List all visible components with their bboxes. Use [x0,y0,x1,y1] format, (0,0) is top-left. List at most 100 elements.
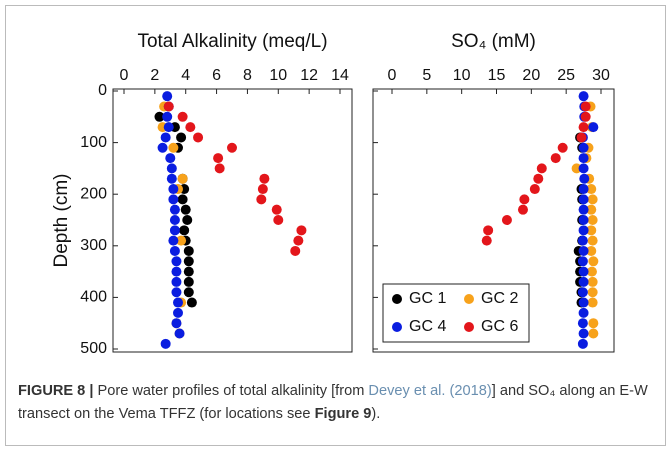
data-point [171,256,182,267]
data-point [177,111,188,122]
data-point [293,235,304,246]
data-point [580,111,591,122]
data-point [579,173,590,184]
data-point [577,338,588,349]
data-point [296,225,307,236]
caption-text: Pore water profiles of total alkalinity … [93,383,369,399]
data-point [259,173,270,184]
data-point [587,287,598,298]
y-tick-label: 0 [98,82,107,99]
data-point [578,194,589,205]
x-tick-label: 10 [453,67,471,84]
data-point [577,287,588,298]
chart-title: SO₄ (mM) [451,31,536,52]
data-point [173,297,183,308]
x-tick-label: 0 [388,67,397,84]
y-tick-label: 100 [80,134,107,151]
data-point [588,318,599,329]
data-point [588,328,599,339]
legend-label: GC 6 [481,318,518,335]
data-point [165,153,176,164]
data-point [586,225,597,236]
x-tick-label: 12 [300,67,318,84]
data-point [168,194,179,205]
data-point [166,163,177,174]
data-point [183,276,194,287]
data-point [162,91,173,102]
x-tick-label: 14 [331,67,349,84]
data-point [586,204,597,215]
data-point [529,184,540,195]
data-point [183,245,194,256]
legend-label: GC 1 [409,290,446,307]
data-point [587,276,598,287]
data-point [174,328,185,339]
frame [5,5,666,446]
caption-text: ] and SO₄ along an E-W transect on the V… [18,383,648,422]
x-tick-label: 6 [212,67,221,84]
data-point [580,101,591,112]
data-point [162,111,173,122]
data-point [588,256,599,267]
data-point [183,287,194,298]
chart-title: Total Alkalinity (meq/L) [137,31,327,52]
data-point [168,184,179,195]
data-point [586,266,597,277]
caption-link[interactable]: Devey et al. (2018) [368,383,492,399]
caption: FIGURE 8 | Pore water profiles of total … [18,380,648,426]
data-point [578,91,589,102]
data-point [176,235,187,246]
y-tick-label: 200 [80,185,107,202]
data-point [257,184,268,195]
data-point [578,328,589,339]
legend-marker [392,294,402,304]
data-point [578,204,589,215]
caption-ref[interactable]: Figure 9 [314,406,372,422]
data-point [227,142,237,153]
data-point [168,142,179,153]
legend-marker [464,322,474,332]
x-tick-label: 20 [522,67,540,84]
axes-box [372,88,615,353]
data-point [578,142,589,153]
data-point [171,287,182,298]
data-point [578,276,589,287]
data-point [578,297,589,308]
data-point [182,215,193,225]
data-point [578,307,589,318]
data-point [587,297,598,308]
data-point [588,122,599,133]
data-point [578,266,589,277]
legend-label: GC 4 [409,318,446,335]
chart: Total Alkalinity (meq/L)0 2 4 6 8 10 12 1401002… [51,31,615,357]
data-point [160,132,171,143]
data-point [571,163,582,174]
data-point [163,101,174,112]
data-point [578,184,589,195]
data-point [587,215,598,225]
data-point [536,163,547,174]
data-point [180,204,191,215]
data-point [171,276,182,287]
data-point [166,173,177,184]
data-point [183,266,194,277]
data-point [578,225,589,236]
data-point [586,245,597,256]
data-point [179,225,190,236]
data-point [533,173,544,184]
caption-text: ). [371,406,381,422]
x-tick-label: 25 [557,67,575,84]
data-point [213,153,224,164]
x-tick-label: 0 [120,67,129,84]
data-point [557,142,568,153]
x-tick-label: 15 [488,67,506,84]
data-point [185,122,196,133]
data-point [169,225,180,236]
data-point [183,256,194,267]
data-point [173,307,183,318]
axes-box [112,88,353,353]
data-point [176,132,187,143]
data-point [578,215,589,225]
data-point [273,215,284,225]
data-point [517,204,528,215]
